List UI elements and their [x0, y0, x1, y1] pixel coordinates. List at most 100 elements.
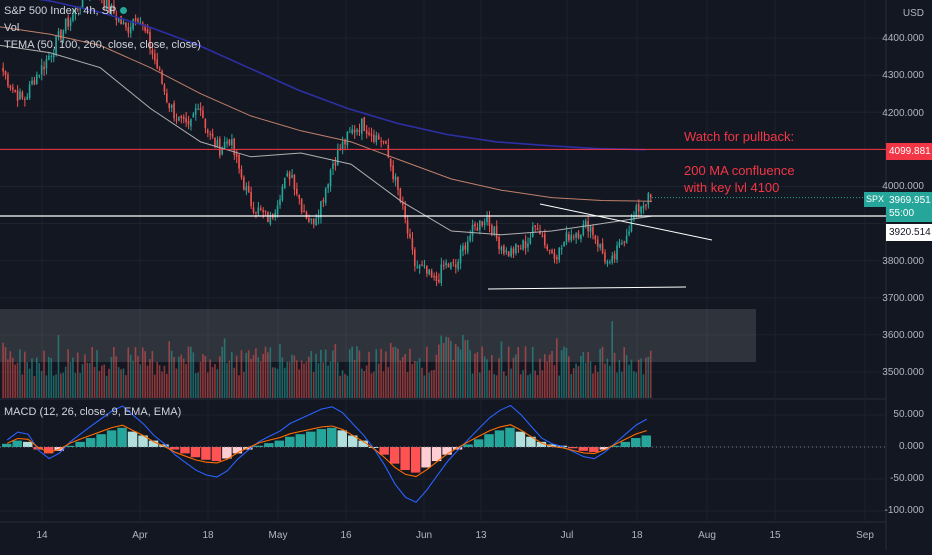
volume-bar — [84, 354, 86, 398]
volume-bar — [515, 354, 517, 398]
candle-body — [645, 204, 647, 207]
candle-body — [628, 231, 630, 235]
annotation-key-level[interactable]: with key lvl 4100 — [684, 180, 780, 195]
volume-bar — [604, 363, 606, 398]
symbol-legend[interactable]: S&P 500 Index, 4h, SP — [4, 5, 128, 17]
candle-body — [144, 26, 146, 32]
volume-bar — [303, 363, 305, 398]
volume-bar — [2, 342, 4, 398]
market-status-dot — [120, 7, 128, 14]
volume-bar — [96, 349, 98, 398]
candle-body — [33, 80, 36, 85]
candle-body — [512, 248, 515, 254]
volume-bar — [616, 372, 618, 398]
candle-body — [283, 177, 286, 188]
candle-body — [454, 264, 457, 268]
macd-tick: 50.000 — [893, 409, 924, 420]
volume-bar — [553, 365, 556, 398]
ma-line-100 — [0, 26, 653, 202]
candle-body — [55, 36, 57, 55]
macd-histogram-bar — [536, 441, 547, 447]
candle-body — [269, 214, 272, 224]
volume-bar — [300, 360, 303, 398]
volume-bar — [43, 350, 45, 398]
volume-bar — [575, 363, 577, 398]
level-price-tag[interactable]: 4099.881 — [886, 143, 932, 160]
candle-body — [500, 247, 503, 251]
candle-body — [382, 140, 385, 142]
candle-body — [223, 141, 226, 150]
annotation-ma-confluence[interactable]: 200 MA confluence — [684, 163, 795, 178]
macd-histogram-bar — [96, 434, 106, 447]
candle-body — [108, 0, 110, 12]
volume-bar — [568, 356, 570, 398]
candle-body — [348, 131, 351, 133]
candle-body — [308, 217, 310, 222]
candle-body — [568, 234, 570, 241]
volume-bar — [469, 350, 471, 398]
descending-trendline — [539, 203, 713, 241]
volume-bar — [146, 365, 149, 398]
price-tick: 3700.000 — [882, 293, 924, 304]
candle-body — [199, 107, 202, 111]
candle-body — [560, 247, 563, 250]
volume-bar — [91, 347, 93, 398]
last-price-tag[interactable]: 3969.951 55:00 — [886, 192, 932, 222]
macd-histogram-bar — [526, 436, 536, 447]
candle-body — [596, 239, 599, 247]
volume-bar — [332, 350, 334, 398]
annotation-watch[interactable]: Watch for pullback: — [684, 129, 795, 144]
candle-body — [238, 155, 240, 169]
candle-body — [575, 233, 577, 238]
volume-bar — [426, 346, 428, 398]
support-price-tag[interactable]: 3920.514 — [886, 224, 932, 241]
candle-body — [262, 210, 264, 213]
volume-bar — [233, 367, 236, 398]
tema-legend[interactable]: TEMA (50, 100, 200, close, close, close) — [4, 39, 201, 51]
volume-bar — [226, 363, 228, 398]
candle-body — [40, 65, 43, 75]
volume-bar — [344, 373, 346, 398]
volume-bar — [33, 375, 36, 398]
volume-bar — [281, 357, 284, 398]
volume-bar — [206, 372, 209, 398]
price-tick: 3500.000 — [882, 367, 924, 378]
candle-body — [377, 135, 380, 140]
macd-histogram-bar — [127, 431, 138, 447]
volume-bar — [283, 367, 286, 398]
volume-bar — [633, 371, 635, 398]
macd-histogram-bar — [253, 445, 264, 447]
macd-histogram-bar — [285, 436, 295, 447]
symbol-title: S&P 500 Index, 4h, SP — [4, 5, 117, 17]
candle-body — [21, 92, 24, 99]
candle-body — [642, 205, 645, 209]
candle-body — [353, 129, 356, 133]
candle-body — [187, 120, 190, 125]
volume-bar — [539, 358, 541, 398]
candle-body — [401, 202, 404, 206]
volume-bar — [98, 370, 101, 398]
volume-legend[interactable]: Vol — [4, 22, 20, 34]
volume-bar — [606, 358, 609, 398]
candle-body — [430, 270, 433, 278]
volume-bar — [392, 347, 394, 398]
candle-body — [9, 85, 12, 89]
price-tick: 4000.000 — [882, 181, 924, 192]
volume-bar — [510, 368, 512, 398]
volume-bar — [411, 363, 414, 398]
candle-body — [36, 74, 38, 85]
volume-bar — [141, 347, 144, 398]
volume-bar — [50, 358, 53, 398]
time-label: Jun — [415, 530, 433, 541]
volume-bar — [310, 351, 313, 398]
macd-legend[interactable]: MACD (12, 26, close, 9, EMA, EMA) — [4, 406, 182, 418]
volume-bar — [642, 374, 645, 398]
macd-histogram-bar — [295, 434, 306, 447]
candle-body — [394, 176, 397, 181]
volume-bar — [649, 350, 652, 398]
candle-body — [450, 262, 452, 269]
candle-body — [445, 262, 447, 266]
volume-bar — [423, 375, 426, 398]
